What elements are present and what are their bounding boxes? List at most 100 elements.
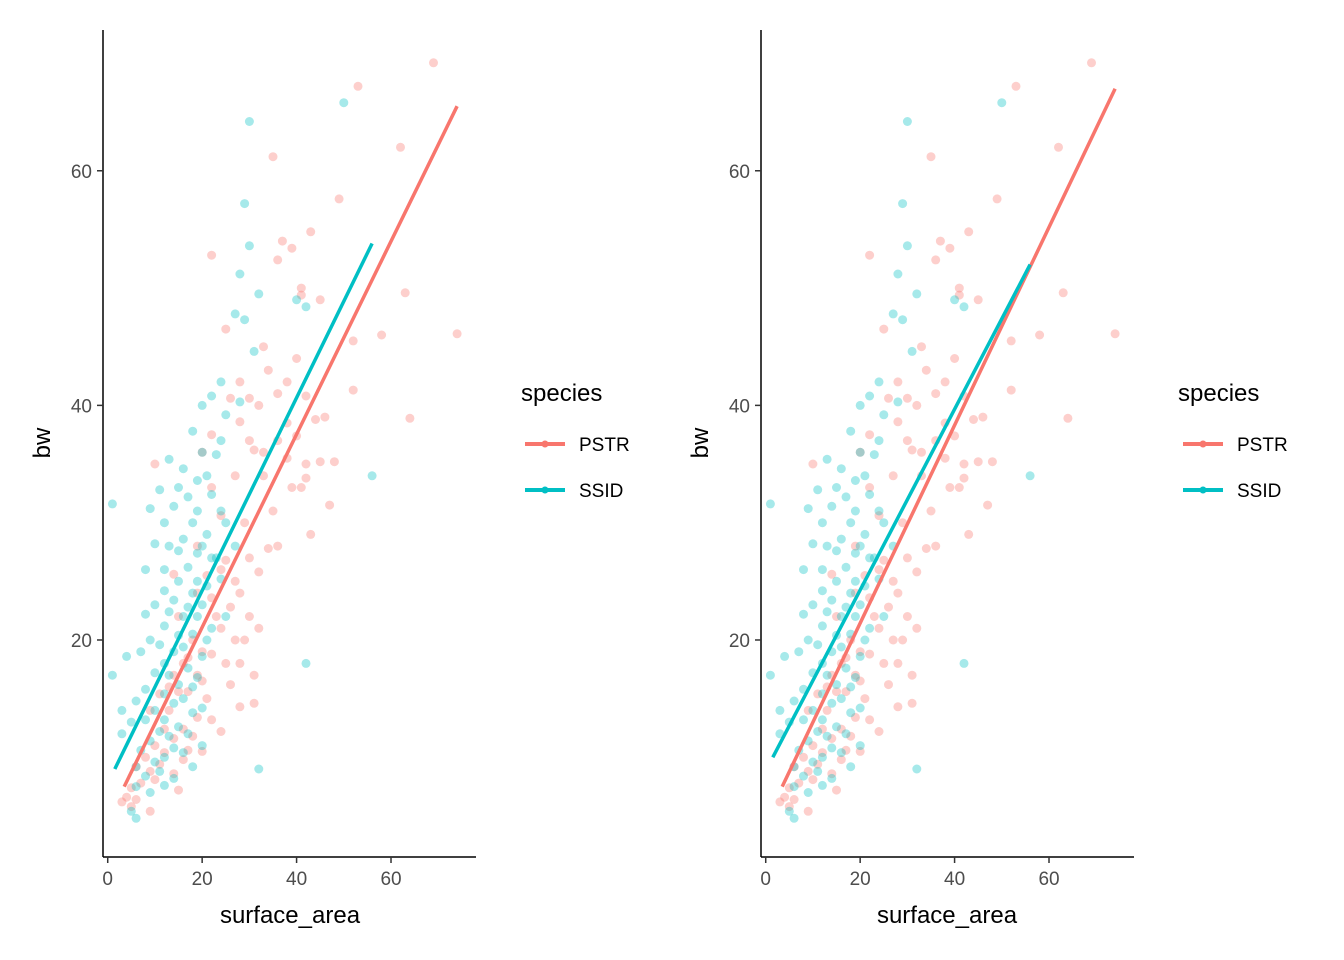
point-ssid-left-64 bbox=[207, 623, 217, 633]
point-pstr-right-108 bbox=[799, 752, 808, 762]
point-ssid-left-42 bbox=[174, 546, 183, 556]
point-pstr-left-22 bbox=[235, 377, 245, 387]
point-pstr-right-36 bbox=[902, 436, 912, 446]
point-pstr-right-26 bbox=[902, 393, 912, 403]
point-ssid-left-94 bbox=[159, 715, 169, 725]
x-axis-title-left: surface_area bbox=[220, 902, 361, 929]
point-ssid-left-5 bbox=[254, 289, 264, 299]
x-ticks-right: 0 20 40 60 bbox=[760, 857, 1060, 890]
point-pstr-right-66 bbox=[827, 569, 837, 579]
point-pstr-left-91 bbox=[174, 687, 183, 697]
point-ssid-left-32 bbox=[216, 506, 226, 516]
point-pstr-right-118 bbox=[784, 783, 794, 793]
legend-left: species PSTR SSID bbox=[521, 380, 630, 502]
point-ssid-right-26 bbox=[841, 492, 851, 502]
point-ssid-left-70 bbox=[155, 640, 165, 650]
point-ssid-left-108 bbox=[150, 757, 160, 767]
point-pstr-right-7 bbox=[935, 236, 945, 246]
legend-label-ssid-left: SSID bbox=[579, 481, 623, 502]
point-ssid-right-24 bbox=[813, 485, 823, 495]
point-ssid-left-61 bbox=[178, 612, 188, 621]
point-ssid-right-92 bbox=[775, 705, 785, 715]
point-pstr-left-70 bbox=[226, 602, 235, 612]
point-pstr-left-118 bbox=[126, 783, 136, 793]
y-tick-label-40-right: 40 bbox=[729, 396, 750, 417]
point-pstr-right-27 bbox=[884, 393, 893, 403]
point-pstr-right-86 bbox=[850, 670, 860, 680]
point-ssid-left-104 bbox=[169, 743, 179, 753]
point-ssid-left-120 bbox=[367, 471, 377, 481]
legend-label-ssid-right: SSID bbox=[1237, 481, 1281, 502]
point-pstr-left-67 bbox=[235, 588, 245, 598]
point-ssid-right-39 bbox=[822, 541, 832, 551]
point-pstr-left-105 bbox=[150, 741, 160, 751]
point-ssid-right-25 bbox=[832, 483, 841, 492]
point-pstr-left-73 bbox=[174, 612, 183, 621]
point-pstr-right-53 bbox=[926, 506, 936, 516]
point-ssid-left-101 bbox=[164, 731, 174, 741]
point-pstr-left-2 bbox=[396, 142, 405, 152]
point-ssid-right-81 bbox=[765, 670, 775, 680]
point-ssid-right-0 bbox=[902, 117, 912, 126]
point-pstr-right-13 bbox=[973, 295, 983, 305]
point-pstr-left-89 bbox=[226, 680, 235, 690]
point-ssid-left-56 bbox=[150, 600, 160, 610]
point-pstr-right-87 bbox=[907, 670, 917, 680]
point-pstr-left-38 bbox=[259, 447, 268, 457]
point-pstr-left-119 bbox=[122, 792, 132, 802]
point-pstr-left-110 bbox=[197, 746, 207, 756]
point-pstr-left-3 bbox=[268, 152, 278, 162]
x-axis-title-right: surface_area bbox=[877, 902, 1018, 929]
point-pstr-right-79 bbox=[855, 647, 865, 657]
point-ssid-right-120 bbox=[1025, 471, 1035, 481]
point-pstr-left-52 bbox=[325, 500, 335, 510]
point-ssid-right-21 bbox=[836, 464, 846, 474]
point-ssid-right-33 bbox=[846, 518, 856, 528]
point-pstr-right-91 bbox=[832, 687, 841, 697]
point-pstr-left-10 bbox=[296, 283, 306, 293]
point-ssid-left-23 bbox=[192, 476, 202, 485]
point-pstr-left-83 bbox=[221, 658, 231, 668]
point-ssid-left-81 bbox=[107, 670, 117, 680]
point-ssid-right-19 bbox=[869, 450, 879, 460]
point-pstr-right-122 bbox=[784, 802, 794, 812]
point-pstr-left-123 bbox=[145, 806, 155, 816]
point-pstr-right-100 bbox=[865, 715, 875, 725]
legend-key-point-pstr-left bbox=[541, 440, 549, 448]
point-pstr-right-111 bbox=[813, 759, 823, 769]
point-ssid-right-93 bbox=[846, 708, 856, 718]
point-ssid-right-42 bbox=[832, 546, 841, 556]
point-pstr-right-4 bbox=[992, 194, 1002, 204]
fit-line-pstr-right bbox=[780, 87, 1117, 788]
point-ssid-right-9 bbox=[959, 302, 969, 312]
point-pstr-left-72 bbox=[211, 612, 221, 621]
point-pstr-right-63 bbox=[912, 567, 922, 577]
point-ssid-left-116 bbox=[145, 788, 155, 797]
point-ssid-right-62 bbox=[850, 612, 860, 621]
point-pstr-right-55 bbox=[898, 518, 908, 528]
point-pstr-right-17 bbox=[879, 324, 889, 334]
point-ssid-right-116 bbox=[803, 788, 813, 797]
legend-item-ssid-right: SSID bbox=[1183, 481, 1281, 502]
point-ssid-right-78 bbox=[959, 658, 969, 668]
y-ticks-right: 20 40 60 bbox=[729, 162, 761, 652]
y-ticks-left: 20 40 60 bbox=[71, 162, 103, 652]
point-ssid-left-3 bbox=[244, 241, 254, 251]
point-ssid-right-57 bbox=[855, 600, 865, 610]
point-pstr-left-66 bbox=[169, 569, 179, 579]
point-pstr-left-86 bbox=[192, 670, 202, 680]
point-ssid-right-51 bbox=[832, 576, 841, 586]
x-tick-label-40-left: 40 bbox=[286, 869, 307, 890]
point-ssid-left-98 bbox=[183, 729, 193, 739]
point-ssid-right-107 bbox=[817, 752, 827, 762]
point-ssid-left-16 bbox=[188, 426, 198, 436]
point-ssid-left-117 bbox=[159, 780, 169, 790]
point-ssid-left-46 bbox=[183, 562, 193, 572]
point-pstr-right-97 bbox=[803, 705, 813, 715]
point-pstr-right-49 bbox=[954, 483, 964, 492]
point-ssid-right-16 bbox=[846, 426, 856, 436]
panel-left: 0 20 40 60 20 40 60 surface_area bw species P… bbox=[29, 30, 630, 929]
point-pstr-right-8 bbox=[945, 243, 955, 253]
point-pstr-left-12 bbox=[400, 288, 410, 298]
point-ssid-right-8 bbox=[898, 315, 908, 325]
